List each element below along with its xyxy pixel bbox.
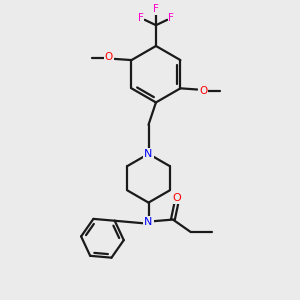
Text: O: O [172,193,181,203]
Text: F: F [153,4,159,14]
Text: N: N [144,149,153,159]
Text: O: O [199,86,207,96]
Text: F: F [169,13,174,23]
Text: O: O [104,52,113,62]
Text: N: N [144,217,153,227]
Text: F: F [138,13,143,23]
